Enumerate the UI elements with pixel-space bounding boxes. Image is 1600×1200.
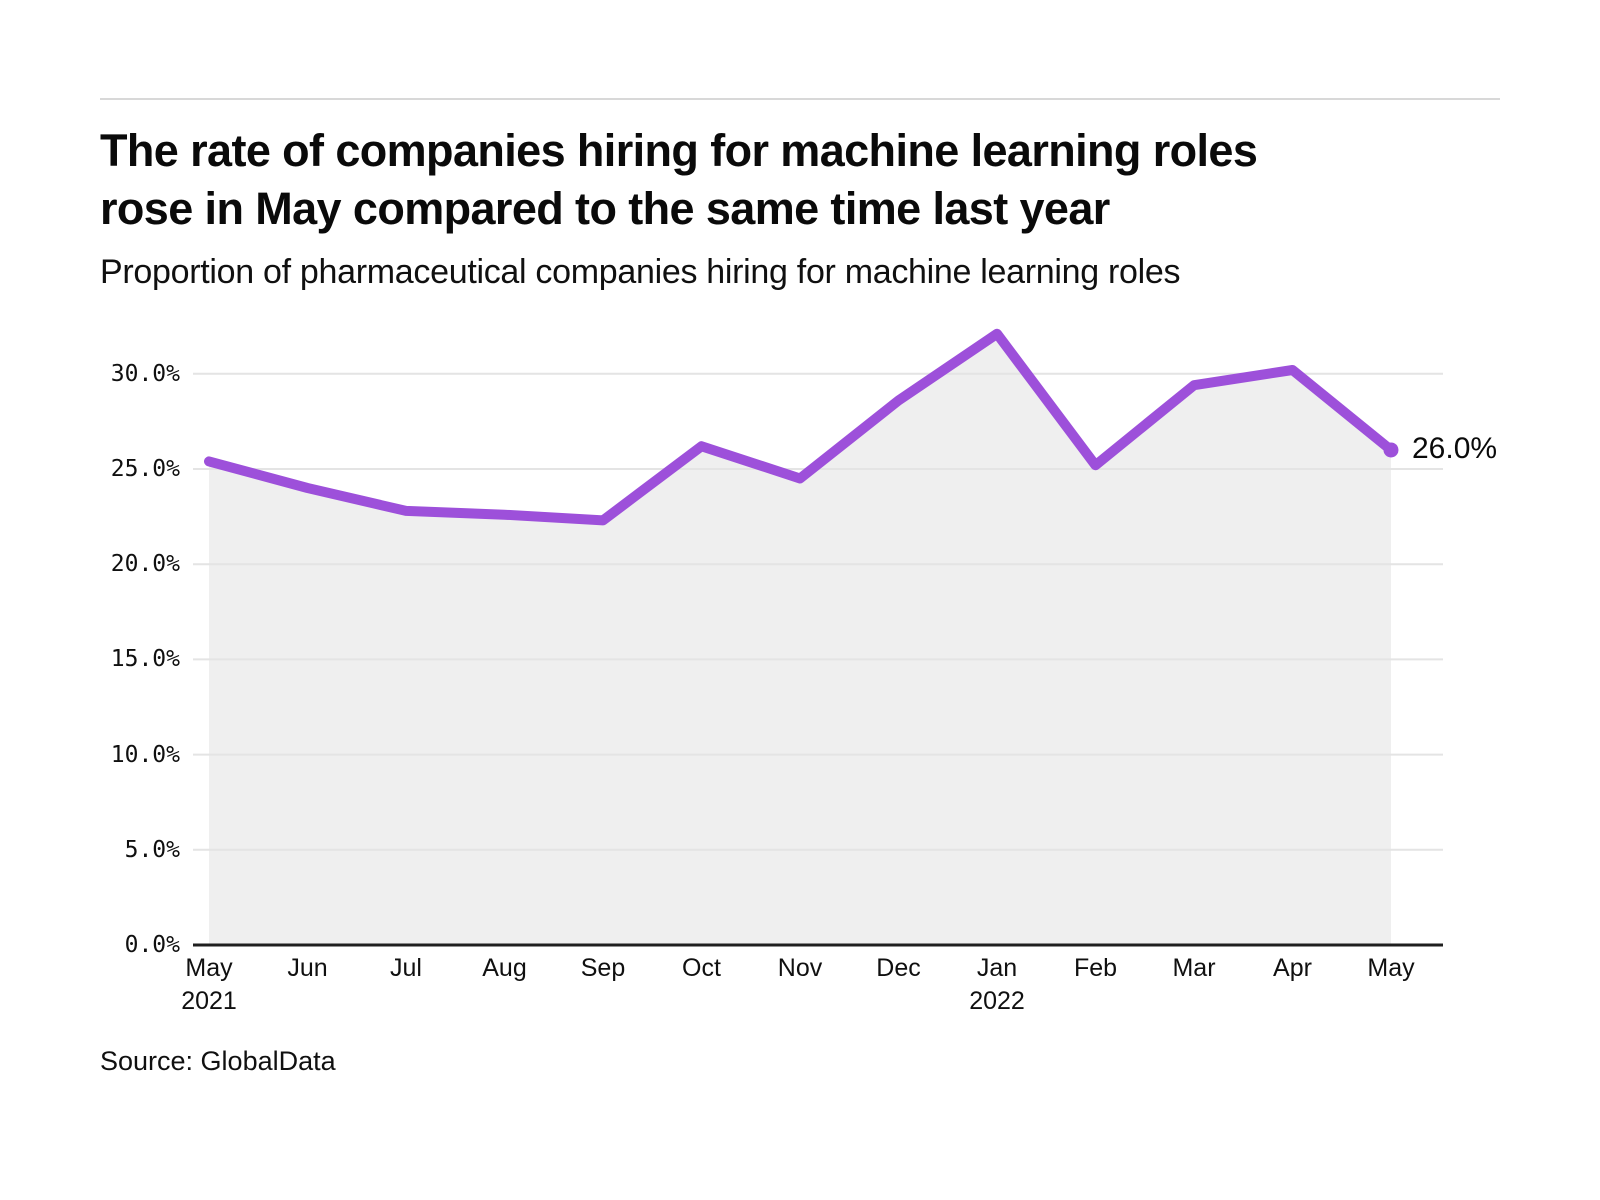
x-tick-label: May <box>1367 954 1415 982</box>
y-tick-label: 15.0% <box>110 646 180 673</box>
data-line <box>204 328 1396 526</box>
x-tick-label: May <box>185 954 233 982</box>
x-tick-label: Jun <box>287 954 328 982</box>
chart-subtitle: Proportion of pharmaceutical companies h… <box>100 253 1181 291</box>
end-value-label: 26.0% <box>1412 431 1498 465</box>
y-tick-label: 0.0% <box>124 932 180 958</box>
chart-title-line-2: rose in May compared to the same time la… <box>100 183 1110 234</box>
x-tick-label: Mar <box>1172 954 1216 982</box>
y-tick-label: 25.0% <box>110 456 180 482</box>
x-tick-label: Feb <box>1073 954 1118 982</box>
x-tick-label: Sep <box>580 954 626 982</box>
x-tick-label: Jul <box>390 954 422 982</box>
chart-title: The rate of companies hiring for machine… <box>100 122 1520 238</box>
x-year-label: 2022 <box>969 987 1025 1015</box>
x-tick-label: Jan <box>976 954 1018 982</box>
y-tick-label: 5.0% <box>124 836 180 863</box>
top-rule <box>100 98 1500 100</box>
y-tick-label: 30.0% <box>110 360 180 387</box>
x-year-label: 2021 <box>181 987 237 1015</box>
x-tick-label: Oct <box>682 954 721 982</box>
y-tick-label: 10.0% <box>110 741 180 768</box>
x-tick-label: Nov <box>777 954 823 982</box>
area-fill <box>209 333 1391 944</box>
x-tick-label: Aug <box>482 954 527 982</box>
end-point-dot <box>1383 442 1399 458</box>
chart-title-line-1: The rate of companies hiring for machine… <box>100 125 1258 176</box>
x-tick-label: Apr <box>1273 954 1312 982</box>
source-text: Source: GlobalData <box>100 1046 336 1076</box>
x-tick-label: Dec <box>876 954 921 982</box>
y-tick-label: 20.0% <box>110 551 180 578</box>
